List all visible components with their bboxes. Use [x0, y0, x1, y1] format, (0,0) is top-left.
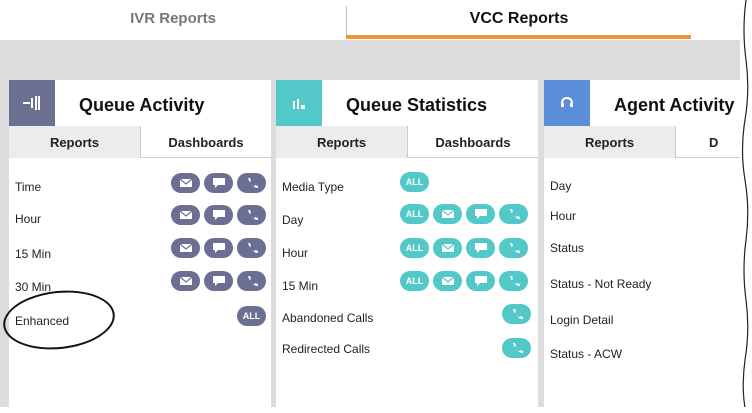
all-label: ALL: [405, 276, 424, 286]
report-item-day[interactable]: Day: [550, 179, 572, 193]
subtab-reports[interactable]: Reports: [276, 126, 407, 158]
phone-icon[interactable]: [499, 204, 528, 224]
email-icon[interactable]: [171, 205, 200, 225]
report-item-hour[interactable]: Hour: [15, 212, 42, 226]
queue-statistics-panel: Queue Statistics Reports Dashboards Medi…: [276, 80, 538, 413]
report-channel-icons: [502, 304, 531, 324]
report-item-time[interactable]: Time: [15, 180, 42, 194]
all-channels-badge[interactable]: ALL: [400, 172, 429, 192]
report-item-abandoned-calls[interactable]: Abandoned Calls: [282, 311, 374, 325]
all-channels-badge[interactable]: ALL: [400, 204, 429, 224]
panel-title: Agent Activity: [614, 95, 735, 115]
email-icon[interactable]: [171, 173, 200, 193]
panel-subtabs: Reports D: [544, 126, 752, 158]
email-icon[interactable]: [171, 271, 200, 291]
report-channel-icons: [502, 338, 531, 358]
report-channel-icons: ALL: [400, 271, 528, 291]
phone-icon[interactable]: [499, 271, 528, 291]
torn-bottom-edge: [0, 407, 752, 413]
queue-statistics-icon: [276, 80, 322, 126]
report-item-15-min[interactable]: 15 Min: [15, 247, 52, 261]
report-item-enhanced[interactable]: Enhanced: [15, 314, 70, 328]
queue-activity-icon: [9, 80, 55, 126]
all-channels-badge[interactable]: ALL: [400, 238, 429, 258]
report-item-redirected-calls[interactable]: Redirected Calls: [282, 342, 371, 356]
report-item-hour[interactable]: Hour: [282, 246, 309, 260]
all-channels-badge[interactable]: ALL: [400, 271, 429, 291]
report-item-30-min[interactable]: 30 Min: [15, 280, 52, 294]
panel-header: Agent Activity: [544, 80, 752, 126]
tab-ivr-reports[interactable]: IVR Reports: [0, 0, 346, 40]
chat-icon[interactable]: [466, 204, 495, 224]
all-channels-badge[interactable]: ALL: [237, 306, 266, 326]
chat-icon[interactable]: [204, 205, 233, 225]
email-icon[interactable]: [433, 271, 462, 291]
report-item-status[interactable]: Status: [550, 241, 585, 255]
queue-activity-panel: Queue Activity Reports Dashboards Time H…: [9, 80, 271, 413]
panel-title: Queue Statistics: [346, 95, 488, 115]
phone-icon[interactable]: [499, 238, 528, 258]
panel-header: Queue Activity: [9, 80, 271, 126]
tab-vcc-reports[interactable]: VCC Reports: [346, 0, 692, 40]
all-label: ALL: [242, 311, 261, 321]
subtab-dashboards[interactable]: D: [675, 126, 752, 158]
phone-icon[interactable]: [502, 338, 531, 358]
report-channel-icons: [171, 238, 266, 258]
torn-edge: [740, 0, 752, 413]
report-channel-icons: ALL: [400, 172, 429, 192]
subtab-reports[interactable]: Reports: [9, 126, 140, 158]
subtab-reports[interactable]: Reports: [544, 126, 675, 158]
panel-title: Queue Activity: [79, 95, 205, 115]
report-item-status-not-ready[interactable]: Status - Not Ready: [550, 277, 652, 291]
tab-vcc-label: VCC Reports: [469, 10, 569, 27]
phone-icon[interactable]: [502, 304, 531, 324]
chat-icon[interactable]: [204, 238, 233, 258]
tab-divider: [346, 6, 347, 36]
report-item-hour[interactable]: Hour: [550, 209, 577, 223]
phone-icon[interactable]: [237, 271, 266, 291]
chat-icon[interactable]: [204, 271, 233, 291]
chat-icon[interactable]: [204, 173, 233, 193]
agent-activity-icon: [544, 80, 590, 126]
report-channel-icons: [171, 205, 266, 225]
report-item-day[interactable]: Day: [282, 213, 304, 227]
report-item-login-detail[interactable]: Login Detail: [550, 313, 614, 327]
subtab-dashboards[interactable]: Dashboards: [407, 126, 538, 158]
subtab-dashboards[interactable]: Dashboards: [140, 126, 271, 158]
report-channel-icons: ALL: [400, 238, 528, 258]
phone-icon[interactable]: [237, 173, 266, 193]
email-icon[interactable]: [171, 238, 200, 258]
panel-subtabs: Reports Dashboards: [276, 126, 538, 158]
report-item-15-min[interactable]: 15 Min: [282, 279, 319, 293]
report-item-media-type[interactable]: Media Type: [282, 180, 344, 194]
all-label: ALL: [405, 243, 424, 253]
report-channel-icons: [171, 271, 266, 291]
panel-header: Queue Statistics: [276, 80, 538, 126]
all-label: ALL: [405, 177, 424, 187]
email-icon[interactable]: [433, 204, 462, 224]
chat-icon[interactable]: [466, 271, 495, 291]
all-label: ALL: [405, 209, 424, 219]
tab-ivr-label: IVR Reports: [130, 10, 216, 27]
panel-subtabs: Reports Dashboards: [9, 126, 271, 158]
report-item-status-acw[interactable]: Status - ACW: [550, 347, 623, 361]
email-icon[interactable]: [433, 238, 462, 258]
report-channel-icons: ALL: [237, 306, 266, 326]
phone-icon[interactable]: [237, 238, 266, 258]
active-tab-indicator: [346, 35, 691, 39]
report-tabs: IVR Reports VCC Reports: [0, 0, 752, 40]
chat-icon[interactable]: [466, 238, 495, 258]
agent-activity-panel: Agent Activity Reports D Day Hour Status…: [544, 80, 752, 413]
phone-icon[interactable]: [237, 205, 266, 225]
report-channel-icons: ALL: [400, 204, 528, 224]
report-channel-icons: [171, 173, 266, 193]
